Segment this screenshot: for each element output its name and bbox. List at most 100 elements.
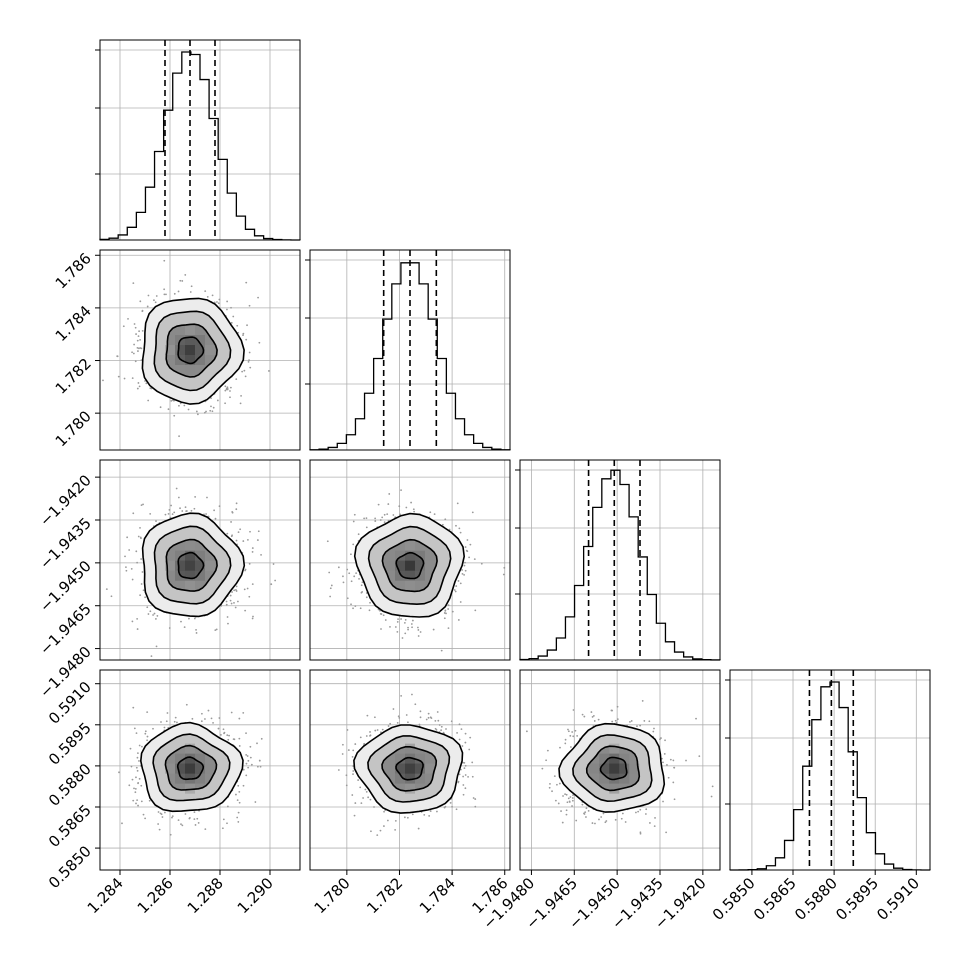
density-cell [195, 335, 205, 345]
sample-point [116, 355, 119, 358]
sample-point [685, 759, 687, 762]
sample-point [235, 539, 238, 542]
histogram-frame [309, 249, 511, 451]
sample-point [358, 577, 360, 580]
sample-point [133, 787, 135, 790]
sample-point [210, 717, 213, 720]
density-cell [405, 743, 415, 754]
y-tick-label: 1.786 [52, 249, 95, 292]
density-cell [589, 763, 600, 774]
sample-point [142, 503, 144, 506]
sample-point [245, 774, 248, 777]
sample-point [137, 782, 140, 784]
sample-point [554, 799, 557, 802]
density-cell [415, 753, 425, 764]
sample-point [226, 616, 229, 618]
sample-point [567, 728, 569, 731]
sample-point [227, 738, 230, 741]
sample-point [152, 614, 154, 616]
sample-point [229, 594, 232, 597]
sample-point [406, 816, 409, 819]
density-cell [185, 345, 195, 355]
sample-point [197, 822, 200, 824]
sample-point [567, 730, 570, 733]
sample-point [440, 725, 443, 728]
sample-point [157, 823, 160, 825]
sample-point [245, 762, 248, 765]
sample-point [258, 341, 261, 344]
density-cell [395, 560, 405, 571]
sample-point [611, 720, 614, 723]
sample-point [134, 787, 137, 790]
density-cell [165, 763, 175, 774]
contour-line [381, 746, 438, 792]
sample-point [125, 566, 127, 568]
density-panel-2-0 [99, 459, 301, 661]
sample-point [587, 809, 590, 812]
sample-point [102, 379, 104, 382]
sample-point [217, 302, 220, 305]
sample-point [397, 618, 399, 620]
sample-point [190, 285, 193, 288]
histogram-step-line [519, 469, 721, 661]
sample-point [135, 550, 138, 553]
density-cell [175, 550, 185, 561]
density-cell [385, 763, 395, 774]
sample-point [238, 745, 241, 747]
sample-point [224, 385, 227, 388]
sample-point [548, 786, 551, 789]
sample-point [474, 798, 477, 800]
sample-point [569, 796, 572, 798]
sample-point [214, 629, 217, 632]
sample-point [449, 801, 452, 804]
sample-point [468, 556, 471, 559]
sample-point [600, 816, 603, 818]
sample-point [141, 571, 144, 573]
sample-point [591, 822, 594, 824]
sample-point [136, 769, 139, 772]
sample-point [566, 801, 569, 804]
sample-point [241, 370, 244, 373]
sample-point [155, 618, 157, 620]
sample-point [171, 513, 174, 516]
density-cell [195, 773, 205, 784]
sample-point [636, 725, 638, 728]
sample-point [238, 717, 241, 720]
sample-point [357, 533, 360, 536]
density-cell [195, 355, 205, 365]
sample-point [136, 799, 139, 802]
density-cell [415, 570, 425, 581]
sample-point [567, 797, 570, 800]
sample-point [463, 564, 466, 567]
sample-point [411, 693, 413, 696]
sample-point [181, 824, 184, 827]
density-cell [175, 763, 185, 774]
sample-point [369, 731, 371, 733]
sample-point [597, 718, 600, 721]
sample-point [251, 617, 254, 620]
sample-point [194, 496, 197, 498]
contour-line [139, 721, 244, 813]
sample-point [140, 537, 142, 540]
sample-point [237, 811, 240, 814]
sample-point [695, 717, 697, 720]
sample-point [166, 712, 169, 714]
density-cell [599, 763, 610, 774]
sample-point [147, 399, 150, 402]
sample-point [379, 519, 382, 521]
sample-point [226, 386, 229, 389]
sample-point [135, 776, 137, 779]
sample-point [138, 744, 141, 747]
density-cell [619, 773, 630, 784]
sample-point [181, 280, 184, 282]
sample-point [370, 830, 372, 833]
sample-point [401, 637, 404, 639]
density-cell [395, 773, 405, 784]
sample-point [392, 514, 395, 516]
sample-point [158, 828, 161, 831]
sample-point [352, 773, 354, 776]
sample-point [328, 571, 331, 574]
sample-point [711, 785, 714, 788]
sample-point [127, 317, 129, 320]
sample-point [388, 493, 391, 495]
